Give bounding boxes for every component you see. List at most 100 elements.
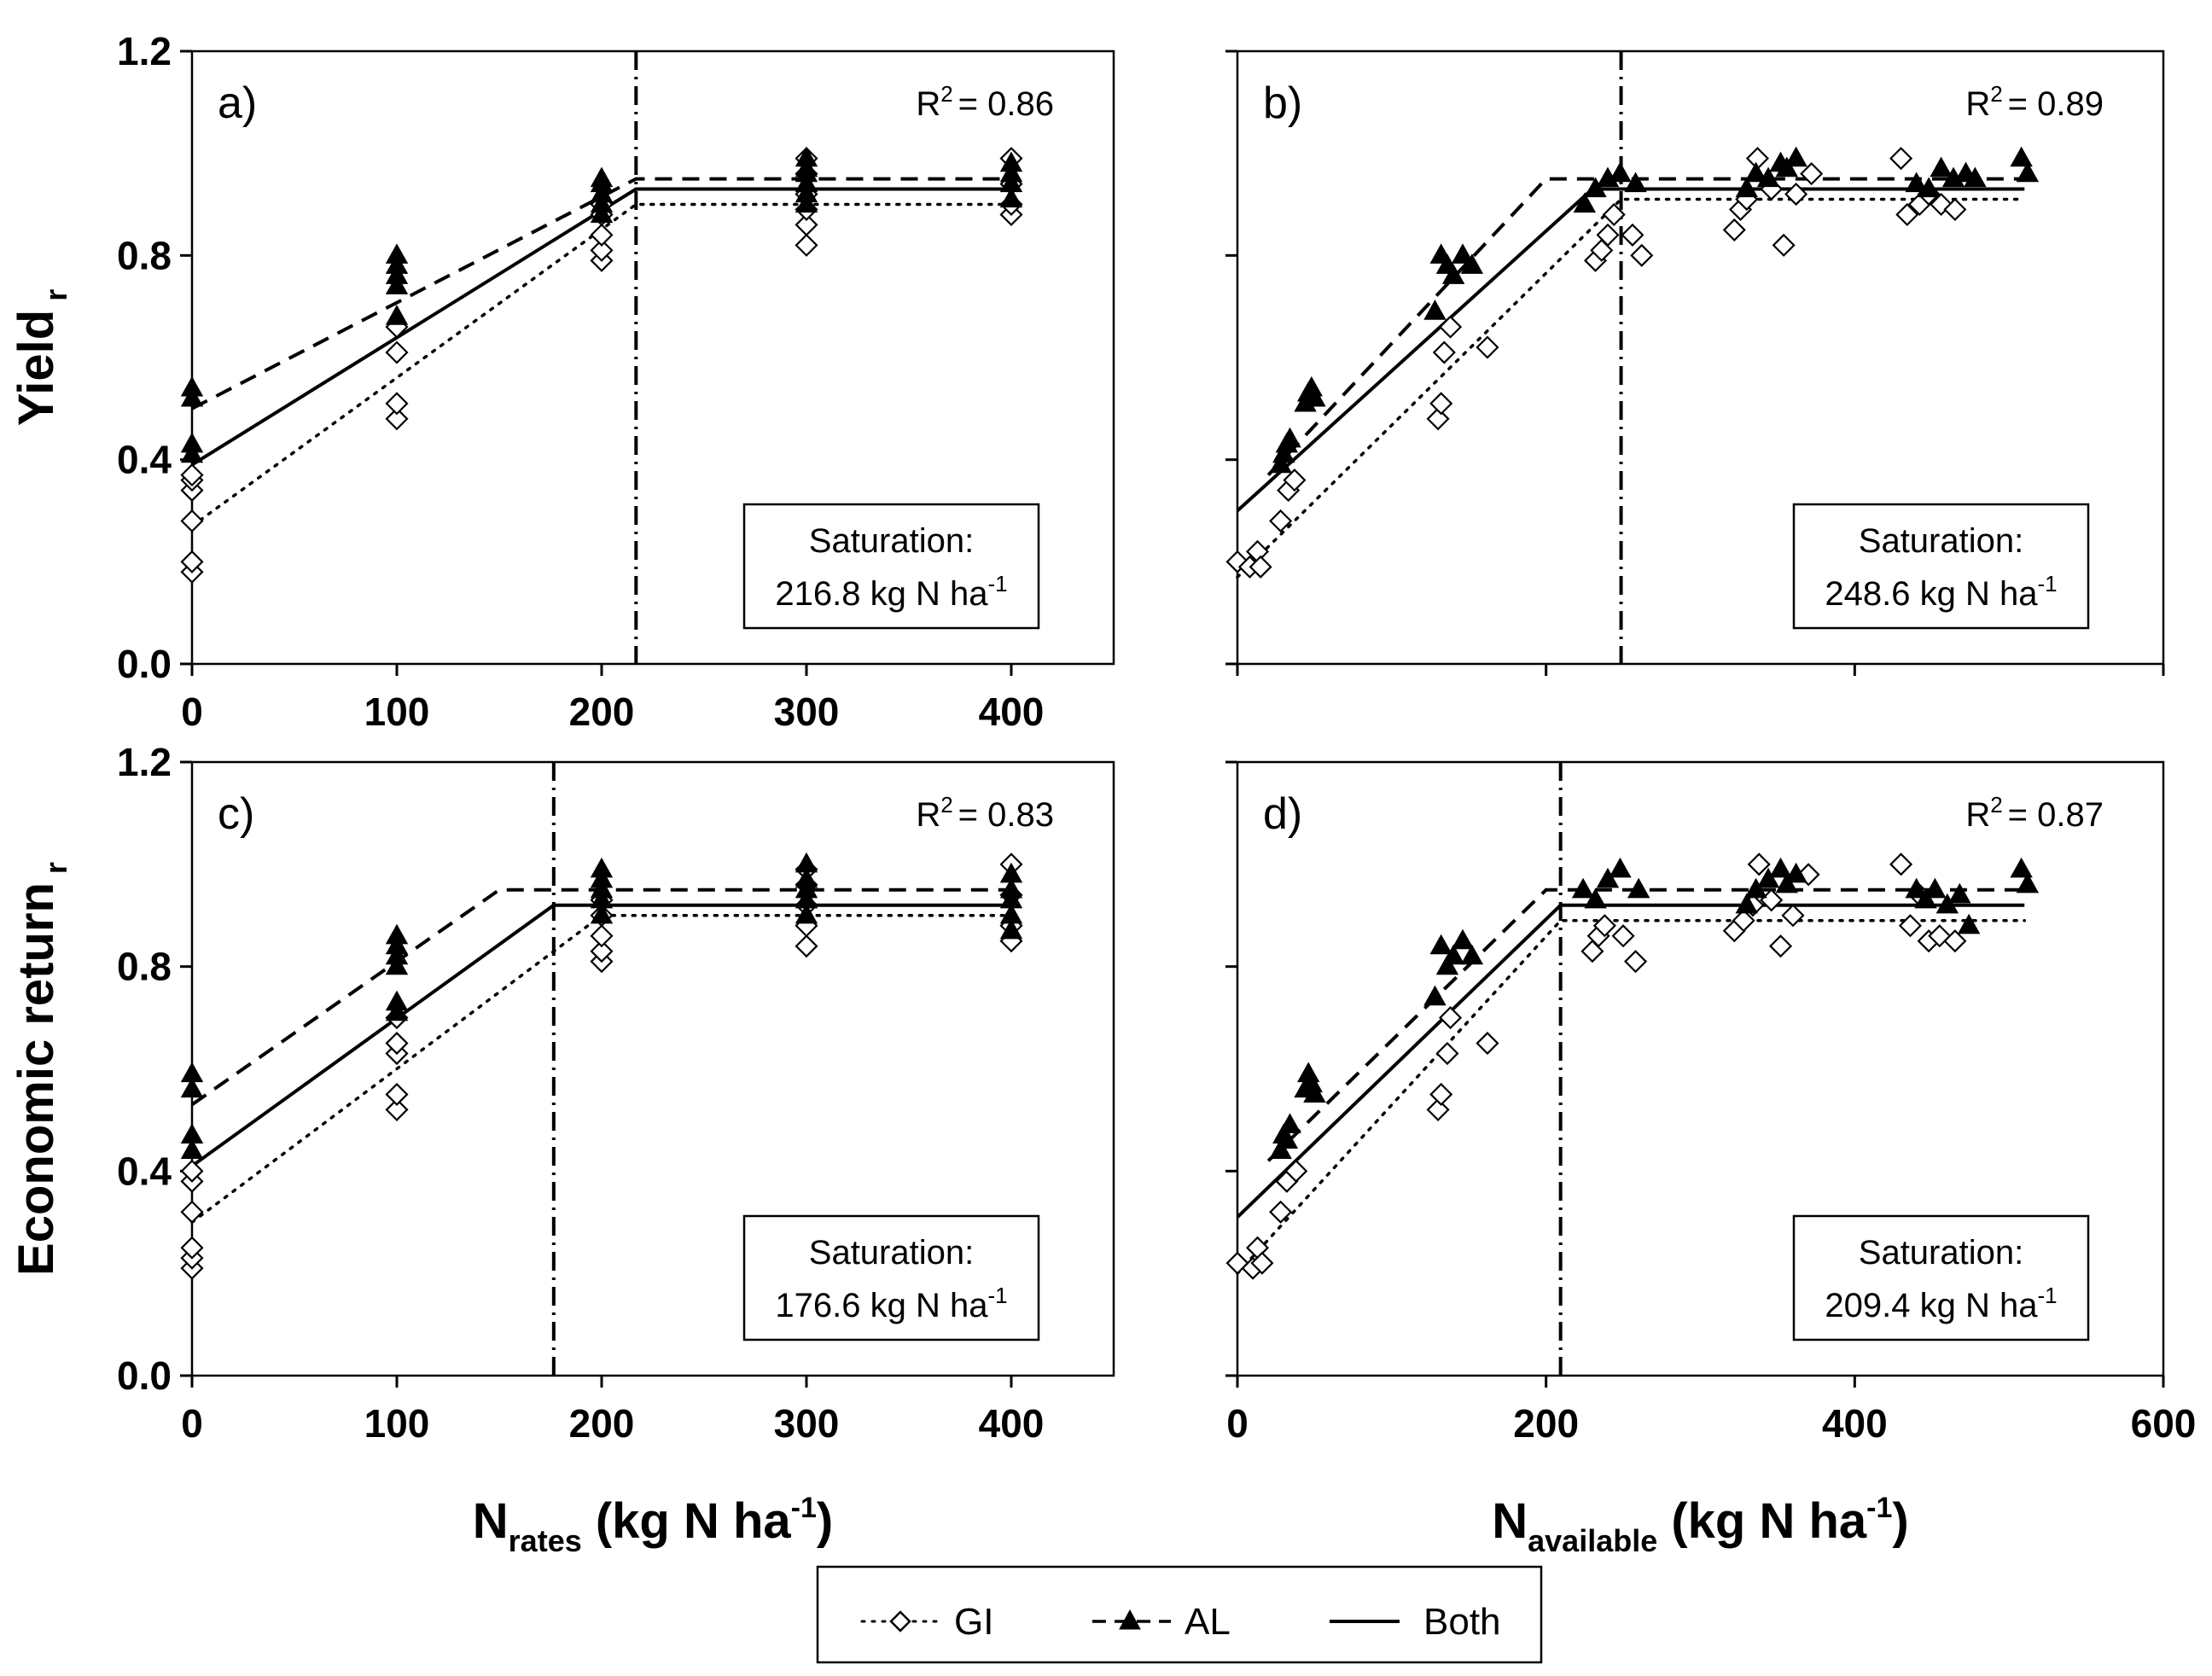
y-tick-label: 0.0 [117, 1353, 172, 1398]
point-al [999, 187, 1023, 208]
point-gi [1283, 468, 1307, 492]
plot-frame [1236, 760, 2165, 1377]
point-gi [1623, 950, 1648, 974]
point-gi [590, 940, 614, 963]
point-gi [1592, 914, 1616, 938]
point-al [1609, 161, 1632, 183]
legend-marker-al [1119, 1609, 1141, 1630]
point-gi [1611, 924, 1635, 948]
x-tick-label: 200 [569, 690, 635, 734]
saturation-title: Saturation: [809, 1234, 974, 1272]
y-tick-label: 0.4 [117, 438, 172, 482]
point-al [1584, 887, 1607, 909]
x-tick-label: 100 [364, 690, 430, 734]
point-al [180, 386, 204, 407]
point-gi [180, 509, 204, 533]
point-al [1303, 386, 1326, 407]
point-gi [1781, 904, 1805, 928]
point-al [1278, 427, 1301, 448]
point-al [1756, 166, 1780, 188]
x-axis-title-sub: available [1528, 1523, 1657, 1558]
point-al [590, 903, 614, 924]
point-al [590, 867, 614, 888]
point-al [590, 192, 614, 213]
legend-frame [816, 1565, 1543, 1664]
x-tick-label: 0 [1226, 1401, 1249, 1446]
point-al [180, 1123, 204, 1144]
point-gi [1747, 853, 1771, 876]
saturation-box [742, 503, 1040, 630]
point-al [1451, 243, 1475, 264]
x-axis-title: Nrates (kg N ha-1) [473, 1492, 833, 1558]
point-gi [1476, 335, 1499, 359]
point-al [180, 442, 204, 463]
point-al [1441, 944, 1465, 965]
panel-label: a) [218, 79, 257, 128]
point-al [180, 1138, 204, 1159]
y-tick-label: 1.2 [117, 29, 172, 73]
x-tick-label: 400 [979, 690, 1045, 734]
point-gi [1928, 924, 1952, 948]
panel-label: b) [1263, 79, 1302, 128]
point-gi [1889, 853, 1913, 876]
r-squared-value: = 0.87 [2008, 796, 2104, 834]
point-al [1278, 1113, 1301, 1134]
point-al [1784, 862, 1807, 883]
point-gi [1722, 218, 1746, 242]
point-gi [180, 463, 204, 487]
panel-d: 0 200 400 600 d) R2 = 0.87 Saturation: 209.4 kg … [1225, 760, 2196, 1558]
x-axis-title-rest: (kg N ha [582, 1493, 792, 1549]
x-axis-title-rest: (kg N ha [1657, 1493, 1867, 1549]
r-squared-sup: 2 [1990, 81, 2002, 107]
point-gi [180, 1200, 204, 1224]
point-al [1275, 1128, 1299, 1149]
point-al [2010, 146, 2033, 167]
fit-line-al [191, 177, 1011, 410]
r-squared-sup: 2 [940, 81, 952, 107]
point-gi [385, 392, 409, 416]
point-gi [1630, 243, 1654, 267]
r-squared-sup: 2 [1990, 792, 2002, 818]
point-gi [1426, 1097, 1450, 1121]
point-gi [1943, 929, 1967, 953]
point-gi [1732, 909, 1755, 933]
point-al [795, 877, 818, 899]
point-al [999, 887, 1023, 909]
x-tick-label: 0 [181, 1401, 203, 1446]
point-gi [1432, 340, 1456, 364]
point-al [1596, 867, 1620, 888]
panel-a: 0.0 0.4 0.8 1.2 0 100 200 300 400 a) R2 = 0.86 Satur… [9, 29, 1115, 734]
fit-line-al [190, 887, 1011, 1107]
point-al [999, 172, 1023, 193]
point-al [385, 253, 409, 274]
point-al [1964, 166, 1987, 188]
point-al [385, 305, 409, 325]
point-gi [1590, 238, 1614, 262]
point-al [795, 192, 818, 213]
point-al [795, 903, 818, 924]
point-al [1451, 928, 1475, 950]
point-al [1784, 146, 1807, 167]
point-al [1735, 177, 1758, 198]
x-tick-label: 200 [569, 1401, 635, 1446]
point-al [1573, 192, 1597, 213]
point-al [999, 862, 1023, 883]
point-gi [385, 340, 409, 364]
point-gi [1284, 1159, 1308, 1183]
point-gi [1800, 162, 1824, 186]
legend-label-both: Both [1423, 1601, 1501, 1643]
point-al [795, 182, 818, 203]
panel-b: b) R2 = 0.89 Saturation: 248.6 kg N ha-1 [1225, 49, 2165, 676]
point-gi [795, 212, 818, 236]
point-al [590, 202, 614, 224]
point-al [1775, 156, 1798, 177]
point-gi [385, 1031, 409, 1056]
point-al [1269, 452, 1292, 474]
saturation-value: 209.4 kg N ha-1 [1825, 1283, 2057, 1324]
point-al [590, 877, 614, 899]
x-axis-title-sup: -1 [1866, 1492, 1892, 1524]
saturation-value-sup: -1 [987, 571, 1007, 596]
point-gi [1602, 202, 1626, 227]
r-squared: R2 = 0.87 [1965, 792, 2104, 834]
point-al [999, 918, 1023, 940]
